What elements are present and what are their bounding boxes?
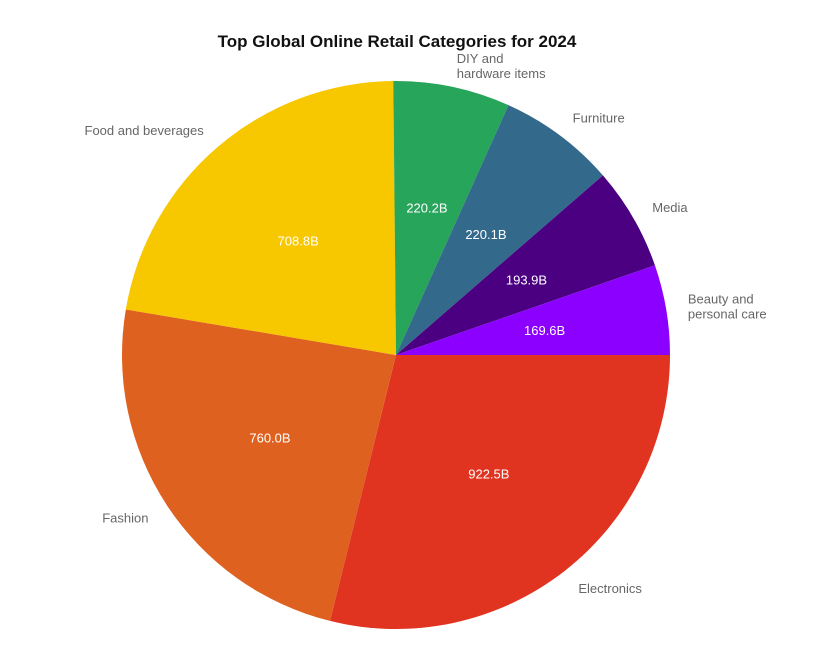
value-label-electronics: 922.5B [468, 467, 509, 482]
category-label-media: Media [652, 200, 688, 215]
category-label-line: Fashion [102, 510, 148, 525]
pie-slice-media[interactable] [396, 175, 655, 355]
value-label-beauty-and-personal-care: 169.6B [524, 323, 565, 338]
category-label-line: Media [652, 200, 688, 215]
category-label-line: DIY and [457, 51, 504, 66]
value-label-food-and-beverages: 708.8B [278, 233, 319, 248]
category-label-food-and-beverages: Food and beverages [85, 123, 205, 138]
category-label-line: hardware items [457, 66, 546, 81]
value-label-furniture: 220.1B [465, 227, 506, 242]
category-label-line: personal care [688, 306, 767, 321]
pie-slice-furniture[interactable] [396, 105, 603, 355]
pie-slice-fashion[interactable] [122, 309, 396, 621]
value-label-fashion: 760.0B [249, 431, 290, 446]
pie-slice-diy-and-hardware-items[interactable] [393, 81, 509, 355]
category-label-line: Food and beverages [85, 123, 205, 138]
pie-slice-electronics[interactable] [329, 355, 670, 629]
pie-slices [122, 81, 670, 629]
value-label-media: 193.9B [506, 273, 547, 288]
pie-slice-beauty-and-personal-care[interactable] [396, 265, 670, 355]
category-label-line: Beauty and [688, 291, 754, 306]
category-label-electronics: Electronics [578, 581, 642, 596]
category-label-beauty-and-personal-care: Beauty and personal care [688, 291, 767, 321]
category-labels: Electronics Fashion Food and beverages DIY … [85, 51, 767, 596]
value-labels: 922.5B 760.0B 708.8B 220.2B 220.1B 193.9B 169.… [249, 201, 565, 482]
value-label-diy-and-hardware-items: 220.2B [406, 201, 447, 216]
chart-title: Top Global Online Retail Categories for … [217, 32, 577, 51]
pie-slice-food-and-beverages[interactable] [125, 81, 396, 356]
category-label-diy-and-hardware-items: DIY and hardware items [457, 51, 546, 81]
category-label-fashion: Fashion [102, 510, 148, 525]
category-label-furniture: Furniture [573, 111, 625, 126]
category-label-line: Electronics [578, 581, 642, 596]
category-label-line: Furniture [573, 111, 625, 126]
